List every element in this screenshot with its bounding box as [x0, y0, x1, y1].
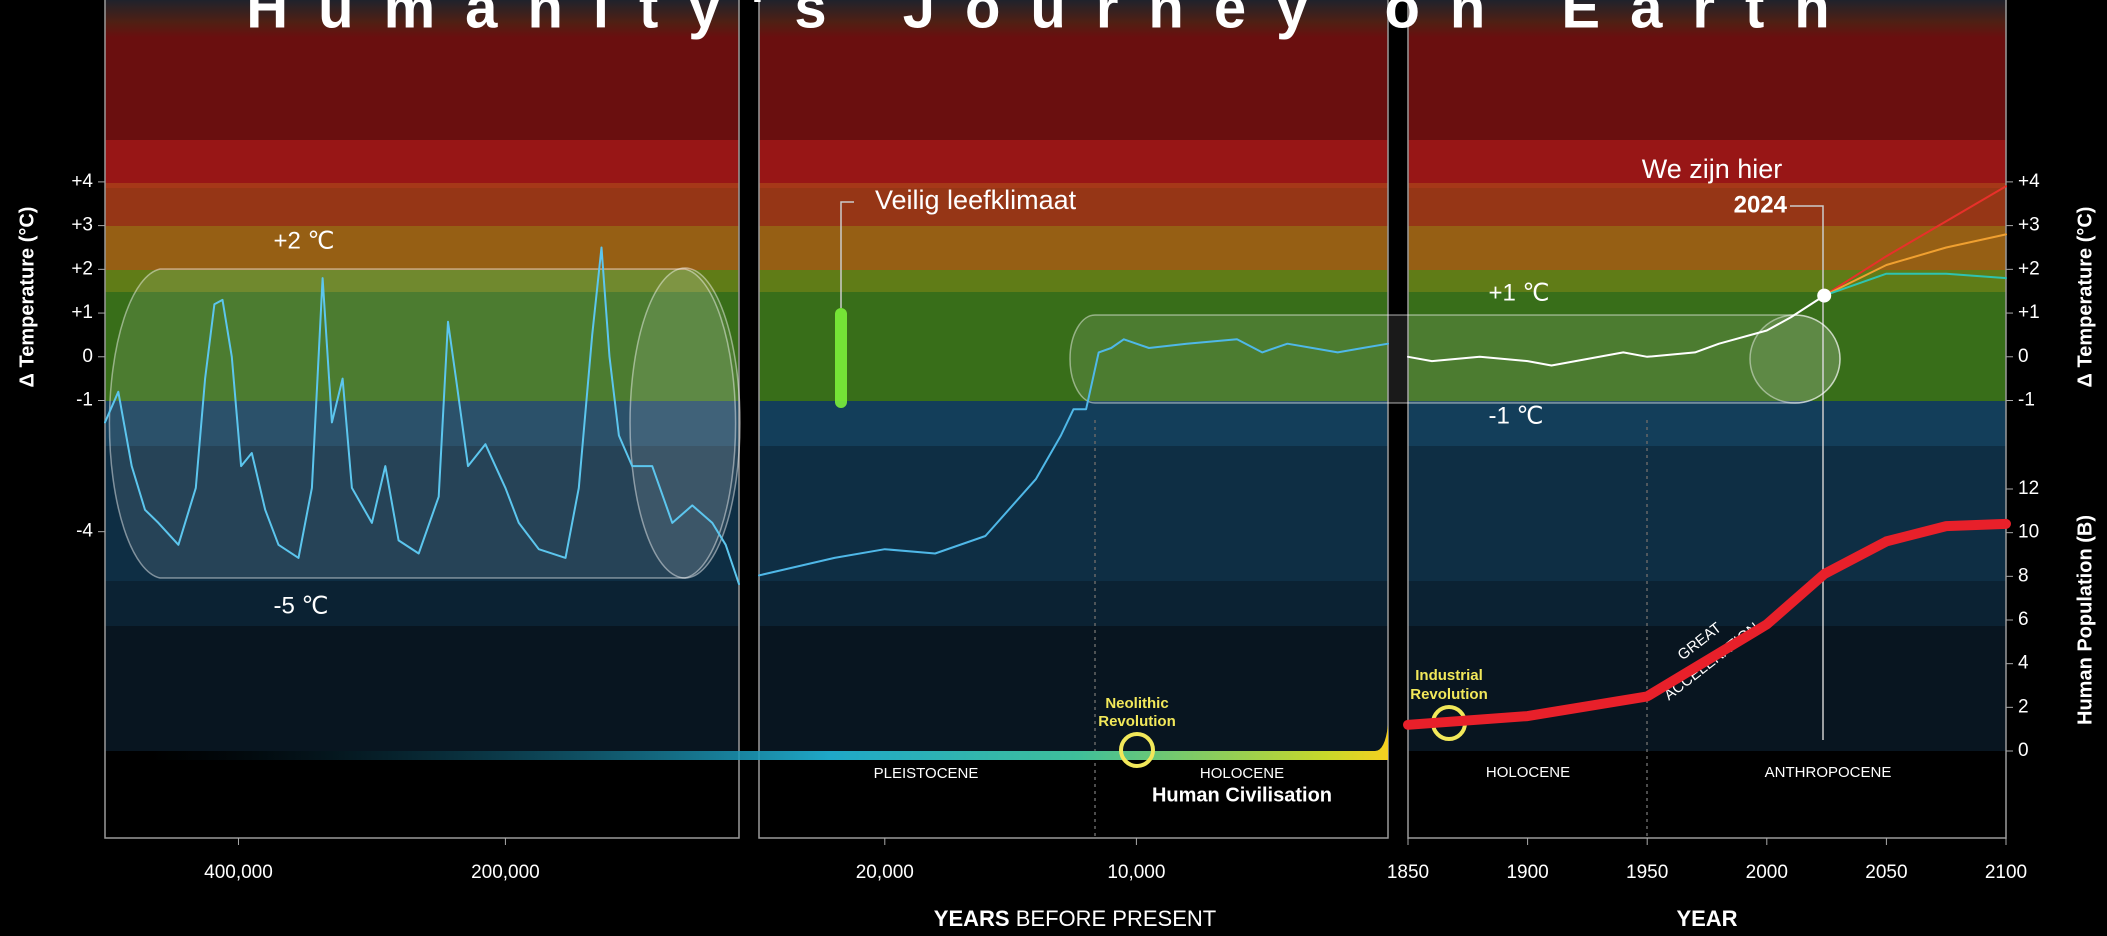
y-tick-label: +3: [2018, 215, 2040, 236]
era-label: HOLOCENE: [1200, 765, 1284, 782]
annotation: +2 ℃: [274, 227, 335, 254]
x-tick-label: 2000: [1746, 862, 1788, 883]
x-axis-title-rest: BEFORE PRESENT: [1016, 906, 1216, 931]
y2-tick-label: 0: [2018, 740, 2029, 761]
revolution-label: Revolution: [1410, 686, 1488, 703]
x-tick-label: 1850: [1387, 862, 1429, 883]
frames: [104, 0, 2007, 839]
temperature-line: [1823, 185, 2007, 297]
annotation: +1 ℃: [1489, 279, 1550, 306]
y-tick-label: +2: [71, 258, 93, 279]
y-tick-label: -1: [76, 390, 93, 411]
x-tick-label: 200,000: [471, 862, 540, 883]
revolution-label: Industrial: [1415, 667, 1483, 684]
annotation: 2024: [1734, 191, 1788, 218]
temperature-line: [104, 246, 740, 586]
current-marker: [1817, 288, 1832, 303]
annotation: -5 ℃: [274, 592, 329, 619]
x-axis-title-right: YEAR: [1676, 906, 1737, 931]
x-tick-label: 1900: [1506, 862, 1548, 883]
annotation: -1 ℃: [1489, 402, 1544, 429]
x-tick-label: 2100: [1985, 862, 2027, 883]
era-label: HOLOCENE: [1486, 764, 1570, 781]
y-axis-title: Δ Temperature (°C): [16, 207, 38, 388]
temperature-line: [758, 338, 1389, 577]
temperature-line: [1407, 294, 1826, 367]
revolution-label: Neolithic: [1105, 695, 1168, 712]
y2-tick-label: 8: [2018, 565, 2029, 586]
y-tick-label: +1: [2018, 302, 2040, 323]
climate-cylinders: [108, 267, 1841, 579]
background-bands: [105, 0, 2006, 850]
y2-tick-label: 2: [2018, 696, 2029, 717]
y-tick-label: +4: [2018, 171, 2040, 192]
x-axis-title: YEARS BEFORE PRESENT: [934, 906, 1216, 931]
population-line: [1403, 518, 2011, 730]
annotation: We zijn hier: [1642, 154, 1783, 184]
y2-tick-label: 4: [2018, 653, 2029, 674]
annotation: Human Civilisation: [1152, 784, 1332, 806]
y2-tick-label: 12: [2018, 478, 2039, 499]
x-tick-label: 2050: [1865, 862, 1907, 883]
y2-tick-label: 6: [2018, 609, 2029, 630]
temperature-line: [1823, 272, 2007, 297]
x-tick-label: 20,000: [856, 862, 914, 883]
annotation: Veilig leefklimaat: [875, 185, 1077, 215]
y-tick-label: +3: [71, 215, 93, 236]
y-tick-label: +2: [2018, 258, 2040, 279]
y2-tick-label: 10: [2018, 522, 2039, 543]
revolution-label: Revolution: [1098, 713, 1176, 730]
x-tick-label: 10,000: [1107, 862, 1165, 883]
era-label: PLEISTOCENE: [874, 765, 979, 782]
era-label: ANTHROPOCENE: [1765, 764, 1892, 781]
y-tick-label: -4: [76, 521, 93, 542]
y-tick-label: 0: [2018, 346, 2029, 367]
y2-axis-title: Human Population (B): [2074, 515, 2096, 725]
temperature-line: [1823, 233, 2007, 297]
y-tick-label: +4: [71, 171, 93, 192]
y-tick-label: +1: [71, 302, 93, 323]
x-tick-label: 1950: [1626, 862, 1668, 883]
y-tick-label: 0: [82, 346, 93, 367]
title: Humanity's Journey on Earth: [246, 0, 1859, 40]
x-axis-title-bold: YEARS: [934, 906, 1010, 931]
y-tick-label: -1: [2018, 390, 2035, 411]
y-axis-title-right: Δ Temperature (°C): [2074, 207, 2096, 388]
x-tick-label: 400,000: [204, 862, 273, 883]
